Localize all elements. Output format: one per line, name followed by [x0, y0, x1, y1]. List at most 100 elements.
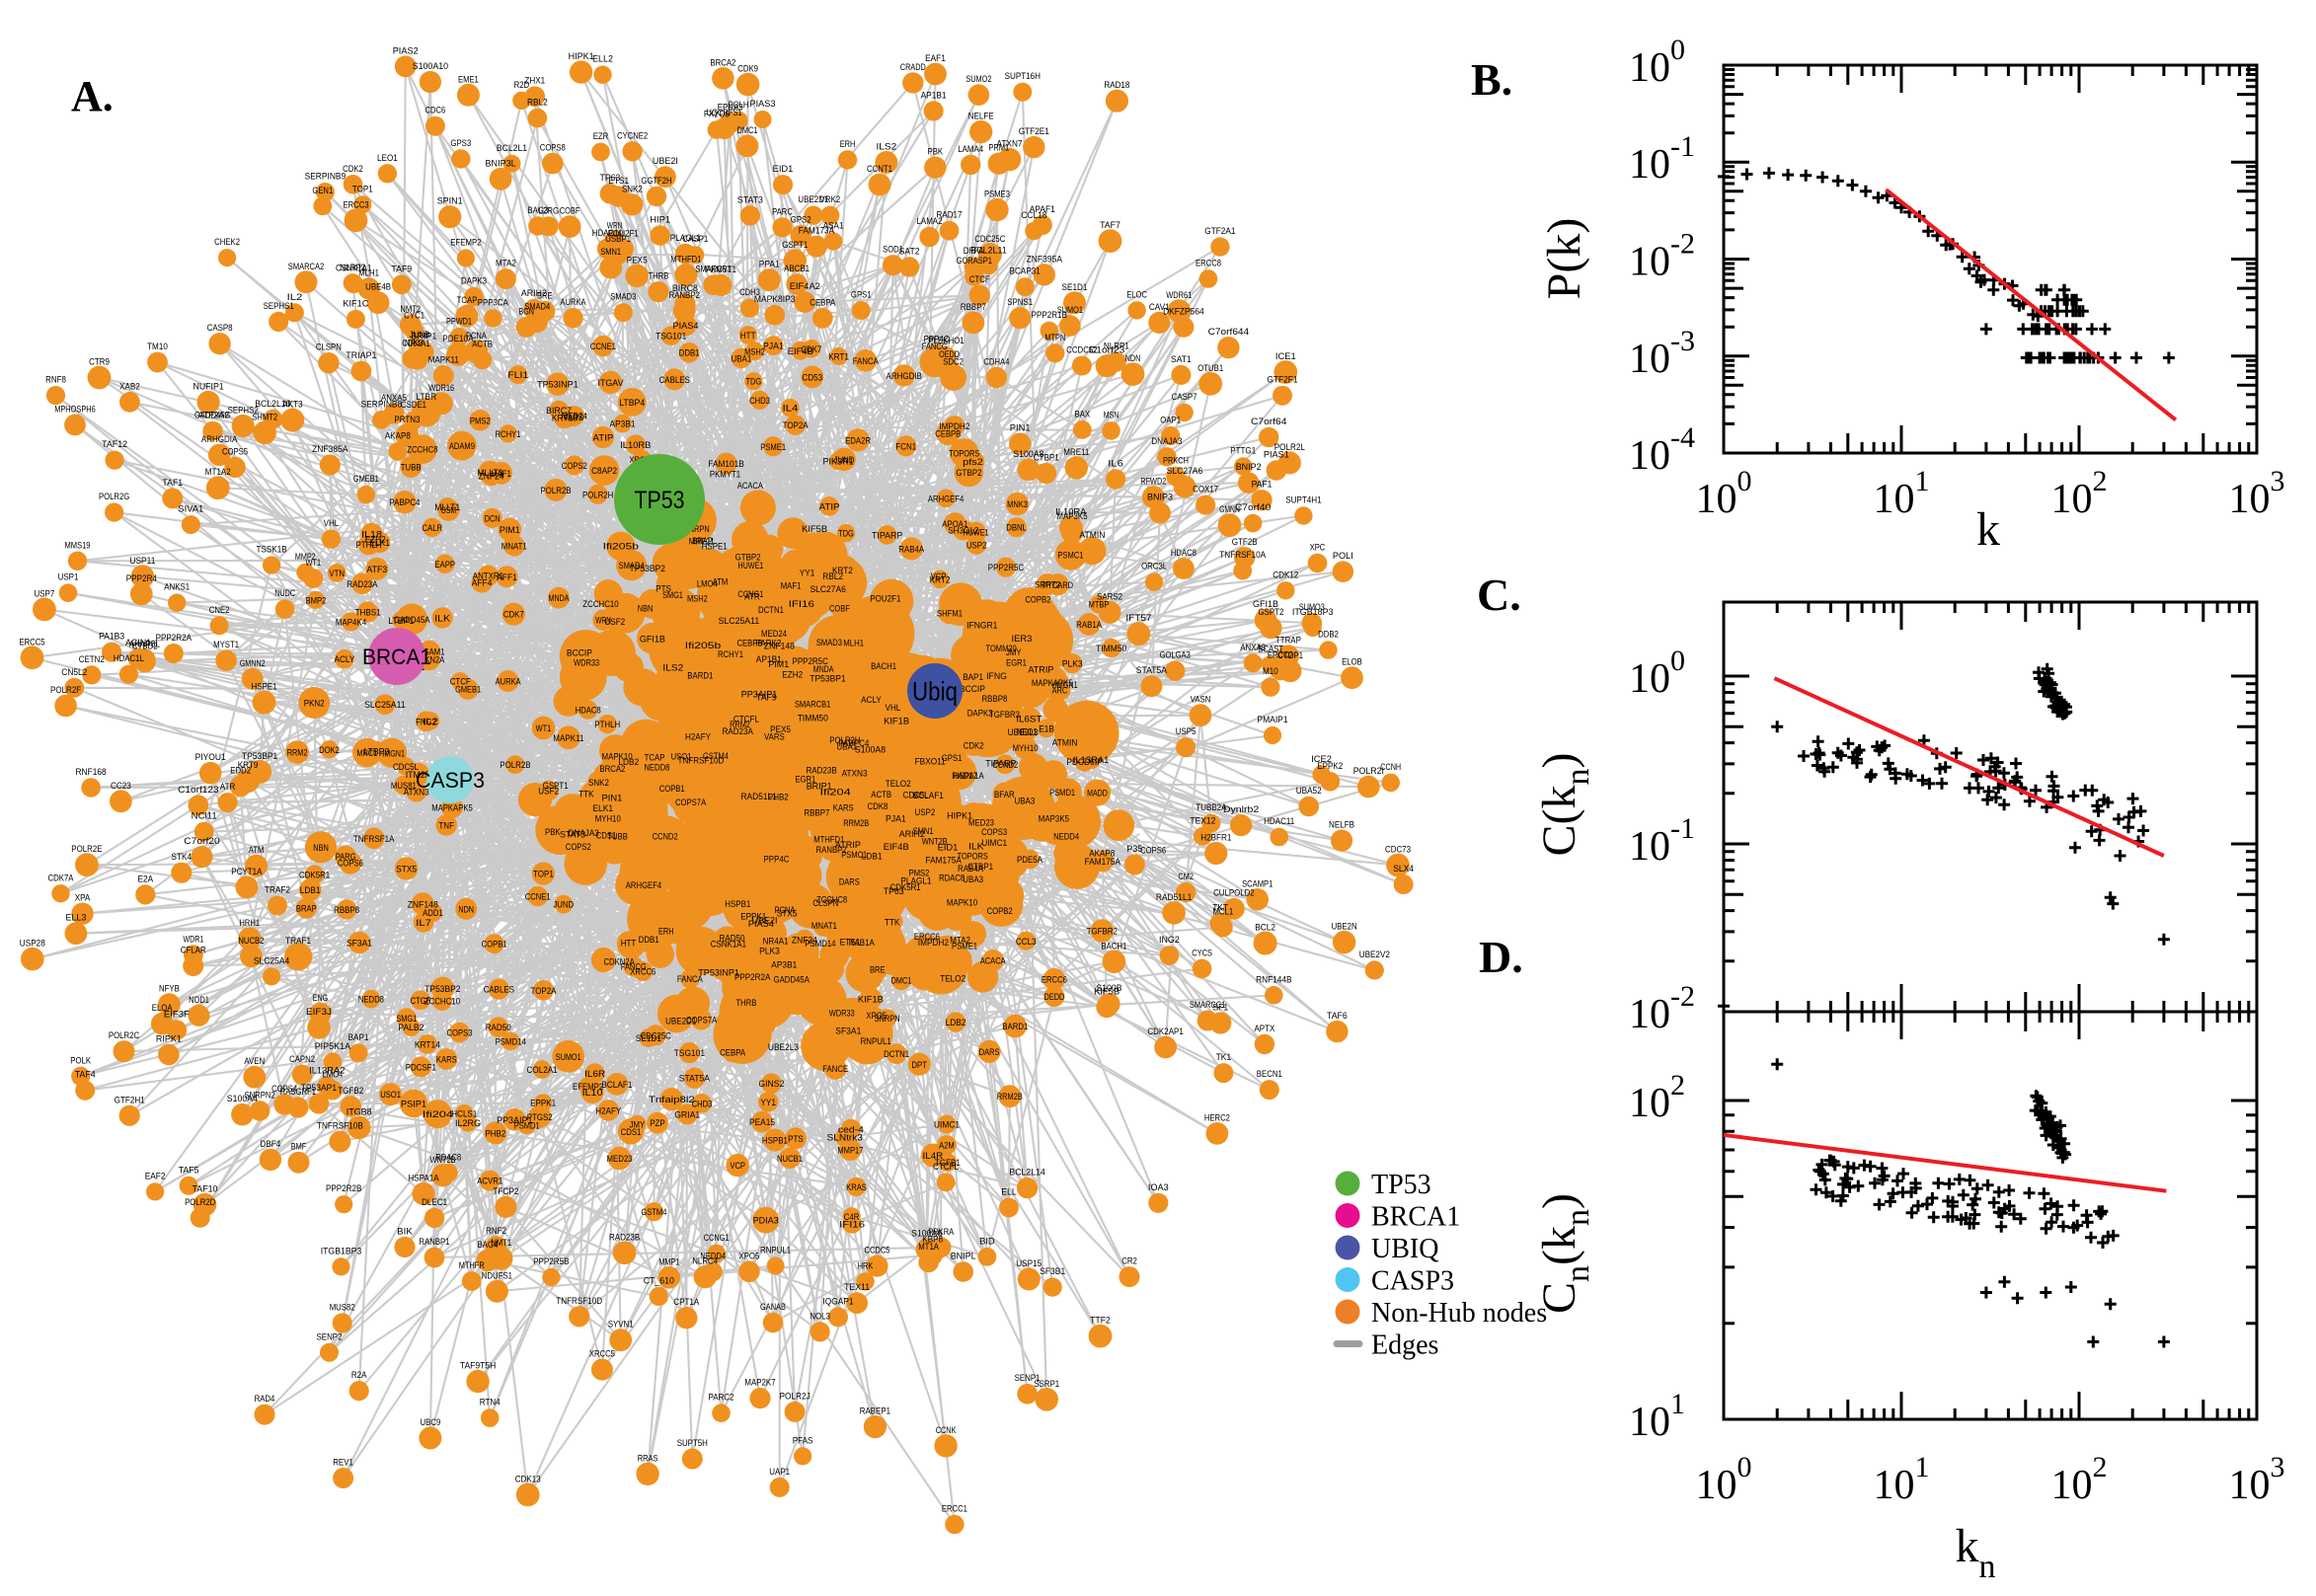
svg-text:PARG: PARG [336, 852, 356, 863]
svg-text:NELFB: NELFB [1329, 820, 1354, 831]
svg-text:ARHGEF4: ARHGEF4 [626, 880, 661, 891]
svg-text:GINS2: GINS2 [758, 1079, 784, 1090]
svg-text:PSIP1: PSIP1 [401, 1099, 426, 1109]
svg-text:POLI: POLI [1333, 551, 1353, 562]
svg-text:PPP2R5B: PPP2R5B [533, 1256, 569, 1267]
svg-text:TIMM50: TIMM50 [798, 714, 828, 724]
svg-text:KRT1: KRT1 [828, 352, 849, 363]
svg-text:USP28: USP28 [20, 939, 45, 950]
svg-text:RBBP8: RBBP8 [334, 905, 359, 916]
svg-text:TAF1: TAF1 [162, 478, 183, 489]
svg-text:BRCA1: BRCA1 [1371, 1202, 1460, 1233]
svg-text:PA1B3: PA1B3 [99, 632, 124, 643]
svg-text:Ifi205b: Ifi205b [685, 641, 721, 651]
svg-text:NUDC: NUDC [274, 588, 295, 599]
svg-text:BRCA2: BRCA2 [710, 57, 735, 68]
svg-text:JMY: JMY [1006, 647, 1022, 658]
svg-text:RAB1A: RAB1A [1076, 620, 1103, 631]
svg-text:COPS7A: COPS7A [675, 798, 707, 808]
svg-text:DBNL: DBNL [1006, 523, 1027, 534]
svg-text:ANXA5: ANXA5 [381, 393, 407, 404]
svg-text:TDG: TDG [838, 529, 854, 540]
svg-text:LDB2: LDB2 [946, 1018, 966, 1028]
svg-text:COPS4: COPS4 [271, 1084, 297, 1095]
svg-text:PTHLH: PTHLH [356, 540, 382, 551]
svg-text:CETN2: CETN2 [79, 654, 105, 665]
svg-text:BMF: BMF [291, 1142, 307, 1153]
svg-text:DARS: DARS [839, 877, 860, 888]
svg-text:TAF7: TAF7 [1100, 220, 1120, 231]
svg-text:C7orf64: C7orf64 [1251, 417, 1286, 427]
svg-text:TOP1: TOP1 [352, 184, 373, 194]
svg-text:PTHLH: PTHLH [594, 720, 620, 730]
svg-text:CTCF: CTCF [969, 274, 990, 285]
svg-text:MPHOSPH6: MPHOSPH6 [54, 404, 96, 415]
svg-text:CDK2: CDK2 [343, 164, 363, 175]
svg-text:PIAS2: PIAS2 [393, 45, 419, 56]
svg-text:LMO4: LMO4 [697, 579, 718, 590]
svg-text:MTA2: MTA2 [950, 936, 970, 947]
svg-text:MED23: MED23 [968, 818, 994, 829]
svg-text:AFF4: AFF4 [472, 578, 493, 589]
svg-text:POLR2B: POLR2B [500, 760, 530, 771]
svg-text:EME1: EME1 [458, 74, 479, 85]
svg-text:GTBP2: GTBP2 [735, 552, 761, 563]
svg-text:AVEN: AVEN [244, 1056, 265, 1067]
svg-text:BRIP1: BRIP1 [807, 782, 832, 793]
svg-text:CDK12: CDK12 [1273, 570, 1298, 580]
svg-text:UBC9: UBC9 [421, 1417, 441, 1428]
svg-text:ANXA3: ANXA3 [1240, 643, 1266, 653]
svg-text:PALB2: PALB2 [398, 1023, 424, 1033]
svg-text:BAG4: BAG4 [478, 1240, 499, 1251]
svg-text:SMARCB1: SMARCB1 [795, 700, 830, 711]
svg-text:HIPK1: HIPK1 [569, 51, 594, 62]
svg-text:UBE2D1: UBE2D1 [798, 194, 828, 205]
svg-text:CEBPB: CEBPB [935, 429, 961, 440]
svg-text:IL10RB: IL10RB [620, 440, 651, 451]
svg-text:TP53BP2: TP53BP2 [630, 564, 665, 574]
svg-text:USO1: USO1 [380, 1090, 401, 1101]
svg-text:Edges: Edges [1371, 1330, 1438, 1361]
svg-text:TP53AP1: TP53AP1 [301, 1083, 337, 1094]
svg-text:TP53: TP53 [635, 487, 685, 514]
svg-text:TRAF1: TRAF1 [285, 936, 311, 947]
svg-text:DNAJA3: DNAJA3 [569, 828, 599, 839]
svg-text:P(k): P(k) [1538, 218, 1590, 300]
svg-text:GRIA1: GRIA1 [674, 1109, 700, 1120]
svg-text:RRM2B: RRM2B [843, 818, 869, 829]
svg-text:CCL18: CCL18 [1021, 210, 1046, 221]
svg-text:TRIAP1: TRIAP1 [346, 350, 376, 361]
svg-text:ATIP: ATIP [593, 433, 614, 444]
svg-text:PTS: PTS [656, 584, 671, 595]
svg-text:TDG: TDG [746, 377, 762, 388]
svg-text:TSSK1B: TSSK1B [257, 545, 287, 556]
svg-text:CDK7: CDK7 [802, 344, 822, 355]
svg-text:PJA1: PJA1 [763, 342, 784, 352]
svg-text:CDC25C: CDC25C [974, 234, 1005, 245]
svg-text:GSPT1: GSPT1 [782, 240, 808, 251]
svg-text:CYC1: CYC1 [404, 310, 425, 321]
svg-text:CCL3: CCL3 [1016, 937, 1037, 948]
svg-text:CDK7A: CDK7A [48, 873, 75, 883]
svg-text:DMC1: DMC1 [737, 125, 758, 136]
svg-text:NDN: NDN [1125, 353, 1141, 364]
svg-text:TRAF2: TRAF2 [265, 885, 290, 896]
svg-text:CULPOLD2: CULPOLD2 [1213, 888, 1255, 899]
svg-text:RAD4: RAD4 [255, 1394, 275, 1405]
svg-text:MAPK11: MAPK11 [428, 355, 459, 366]
svg-text:RCHY1: RCHY1 [718, 649, 743, 660]
svg-text:UBE2V2: UBE2V2 [1359, 950, 1390, 960]
svg-text:HSPB1: HSPB1 [725, 899, 750, 910]
svg-text:CD53: CD53 [802, 372, 822, 383]
svg-text:CYCS: CYCS [1192, 948, 1212, 958]
svg-text:BACH1: BACH1 [871, 661, 896, 672]
svg-text:UBE2N: UBE2N [1332, 922, 1357, 933]
svg-text:GTF2A1: GTF2A1 [1204, 226, 1235, 237]
svg-text:PIAS1: PIAS1 [1264, 450, 1289, 461]
svg-text:MYH10: MYH10 [595, 814, 621, 825]
svg-text:TGFB2: TGFB2 [338, 1086, 363, 1097]
svg-text:SHFM1: SHFM1 [937, 609, 963, 620]
svg-text:ACLY: ACLY [861, 695, 882, 706]
svg-text:UAP1: UAP1 [769, 1467, 790, 1478]
svg-text:IL4R: IL4R [923, 1151, 944, 1162]
